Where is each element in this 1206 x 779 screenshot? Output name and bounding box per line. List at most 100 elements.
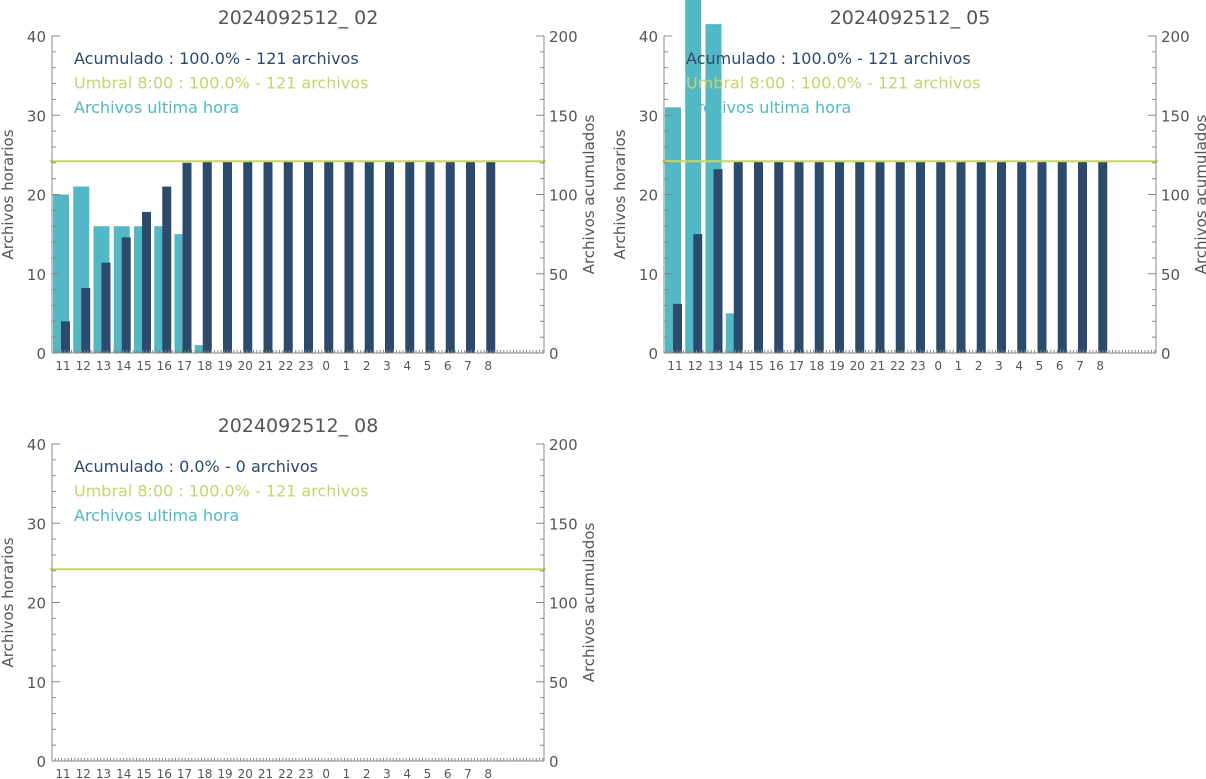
- y2-tick-label: 0: [1161, 345, 1171, 363]
- x-tick-label: 19: [217, 767, 232, 779]
- bars: [665, 0, 1108, 353]
- cumulative-bar: [162, 186, 172, 353]
- x-tick-label: 2: [363, 359, 371, 373]
- x-tick-label: 4: [1015, 359, 1023, 373]
- x-tick-label: 12: [688, 359, 703, 373]
- x-tick-label: 12: [76, 359, 91, 373]
- x-tick-label: 13: [708, 359, 723, 373]
- x-tick-label: 17: [177, 359, 192, 373]
- x-tick-label: 4: [403, 359, 411, 373]
- cumulative-bar: [324, 161, 334, 353]
- y2-tick-label: 200: [1161, 28, 1190, 46]
- x-tick-label: 16: [157, 359, 172, 373]
- x-tick-label: 14: [728, 359, 743, 373]
- y2-tick-label: 150: [1161, 107, 1190, 125]
- chart-title: 2024092512_ 08: [218, 415, 379, 437]
- x-tick-label: 1: [955, 359, 963, 373]
- x-tick-label: 6: [444, 767, 452, 779]
- cumulative-bar: [304, 161, 313, 353]
- cumulative-bar: [895, 161, 905, 353]
- x-tick-label: 3: [995, 359, 1003, 373]
- y-tick-label: 40: [639, 28, 658, 46]
- x-tick-label: 13: [96, 767, 111, 779]
- y2-tick-label: 0: [549, 345, 559, 363]
- y2-tick-label: 50: [549, 266, 568, 284]
- x-tick-label: 17: [789, 359, 804, 373]
- x-tick-label: 23: [298, 359, 313, 373]
- cumulative-bar: [283, 161, 293, 353]
- hourly-bar: [665, 107, 681, 353]
- x-tick-label: 5: [424, 767, 432, 779]
- legend-entry-hourly: Archivos ultima hora: [686, 98, 851, 117]
- x-tick-label: 7: [1076, 359, 1084, 373]
- cumulative-bar: [61, 321, 70, 353]
- x-tick-label: 15: [136, 359, 151, 373]
- legend-entry-hourly: Archivos ultima hora: [74, 506, 239, 525]
- cumulative-bar: [445, 161, 455, 353]
- legend-entry-threshold: Umbral 8:00 : 100.0% - 121 archivos: [686, 74, 980, 93]
- y-tick-label: 10: [27, 674, 46, 692]
- x-tick-label: 8: [484, 767, 492, 779]
- y-tick-label: 40: [27, 28, 46, 46]
- x-tick-label: 18: [197, 359, 212, 373]
- cumulative-bar: [936, 161, 946, 353]
- x-tick-label: 18: [197, 767, 212, 779]
- x-tick-label: 11: [55, 767, 70, 779]
- cumulative-bar: [223, 161, 232, 353]
- x-tick-label: 21: [258, 359, 273, 373]
- y2-tick-label: 200: [549, 436, 578, 454]
- y-tick-label: 10: [27, 266, 46, 284]
- x-tick-label: 0: [322, 359, 330, 373]
- y2-tick-label: 100: [549, 187, 578, 205]
- cumulative-bar: [466, 161, 475, 353]
- y-tick-label: 30: [27, 107, 46, 125]
- x-tick-label: 7: [464, 359, 472, 373]
- chart-title: 2024092512_ 05: [830, 7, 991, 29]
- y2-tick-label: 100: [549, 595, 578, 613]
- cumulative-bar: [425, 161, 435, 353]
- y-tick-label: 20: [639, 187, 658, 205]
- y-axis-label: Archivos horarios: [612, 129, 629, 259]
- x-tick-label: 16: [157, 767, 172, 779]
- legend-entry-threshold: Umbral 8:00 : 100.0% - 121 archivos: [74, 74, 368, 93]
- cumulative-bar: [142, 211, 151, 353]
- x-tick-label: 20: [238, 359, 253, 373]
- x-tick-label: 20: [238, 767, 253, 779]
- cumulative-bar: [344, 161, 354, 353]
- x-tick-label: 14: [116, 767, 131, 779]
- cumulative-bar: [385, 161, 394, 353]
- y2-tick-label: 50: [549, 674, 568, 692]
- x-tick-label: 14: [116, 359, 131, 373]
- x-tick-label: 20: [850, 359, 865, 373]
- y2-axis-label: Archivos acumulados: [1192, 115, 1206, 275]
- cumulative-bar: [814, 161, 824, 353]
- legend-entry-cumulative: Acumulado : 0.0% - 0 archivos: [74, 457, 318, 476]
- x-tick-label: 18: [809, 359, 824, 373]
- x-tick-label: 23: [298, 767, 313, 779]
- cumulative-bar: [794, 161, 804, 353]
- x-tick-label: 17: [177, 767, 192, 779]
- x-tick-label: 5: [424, 359, 432, 373]
- x-tick-label: 16: [769, 359, 784, 373]
- x-tick-label: 21: [258, 767, 273, 779]
- axes: [663, 35, 1157, 354]
- cumulative-bar: [364, 161, 374, 353]
- x-tick-label: 12: [76, 767, 91, 779]
- legend-entry-threshold: Umbral 8:00 : 100.0% - 121 archivos: [74, 482, 368, 501]
- y2-axis-label: Archivos acumulados: [580, 523, 598, 683]
- x-tick-label: 19: [217, 359, 232, 373]
- y-tick-label: 0: [36, 345, 46, 363]
- cumulative-bar: [976, 161, 986, 353]
- cumulative-bar: [916, 161, 925, 353]
- x-tick-label: 7: [464, 767, 472, 779]
- cumulative-bar: [1037, 161, 1047, 353]
- axes: [51, 443, 545, 762]
- legend-entry-cumulative: Acumulado : 100.0% - 121 archivos: [686, 49, 971, 68]
- x-tick-label: 4: [403, 767, 411, 779]
- x-tick-label: 1: [343, 359, 351, 373]
- x-tick-label: 8: [484, 359, 492, 373]
- y-tick-label: 0: [648, 345, 658, 363]
